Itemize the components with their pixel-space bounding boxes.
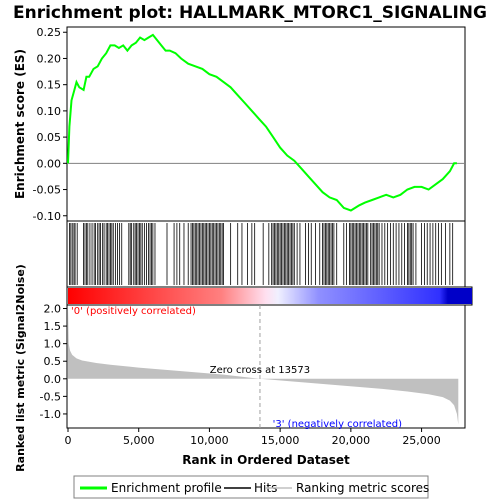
metric-y-tick-label: -0.5 xyxy=(40,390,61,403)
x-axis: 0 5,000 10,000 15,000 20,000 25,000 xyxy=(65,428,441,447)
x-tick-label: 15,000 xyxy=(261,434,300,447)
metric-y-tick-label: 1.0 xyxy=(44,338,62,351)
es-y-tick-label: 0.10 xyxy=(37,105,62,118)
positive-label: '0' (positively correlated) xyxy=(71,306,196,317)
zero-cross-label: Zero cross at 13573 xyxy=(210,365,310,376)
es-y-axis: -0.10 -0.05 0.00 0.05 0.10 0.15 0.20 0.25 xyxy=(33,26,67,223)
metric-y-tick-label: 0.5 xyxy=(44,355,62,368)
legend-box xyxy=(73,475,429,499)
metric-y-axis: -1.0 -0.5 0.0 0.5 1.0 1.5 2.0 xyxy=(40,303,67,421)
metric-y-tick-label: 2.0 xyxy=(44,303,62,316)
metric-y-tick-label: -1.0 xyxy=(40,408,61,421)
es-y-tick-label: 0.25 xyxy=(37,26,62,39)
hits-panel xyxy=(66,220,466,288)
es-y-tick-label: 0.05 xyxy=(37,131,62,144)
metric-y-tick-label: 1.5 xyxy=(44,320,62,333)
enrichment-profile-line xyxy=(67,33,457,212)
legend-metric-label: Ranking metric scores xyxy=(296,481,429,495)
x-tick-label: 5,000 xyxy=(123,434,155,447)
x-tick-label: 0 xyxy=(65,434,72,447)
chart-title: Enrichment plot: HALLMARK_MTORC1_SIGNALI… xyxy=(13,3,487,23)
metric-plot-frame xyxy=(66,304,466,429)
es-y-tick-label: -0.10 xyxy=(33,210,61,223)
x-tick-label: 10,000 xyxy=(190,434,229,447)
es-y-tick-label: -0.05 xyxy=(33,184,61,197)
x-axis-label: Rank in Ordered Dataset xyxy=(182,453,350,467)
hits-marks xyxy=(69,223,454,285)
x-tick-label: 20,000 xyxy=(332,434,371,447)
es-y-label: Enrichment score (ES) xyxy=(13,49,27,199)
x-tick-label: 25,000 xyxy=(402,434,441,447)
es-plot-frame xyxy=(66,26,466,222)
rank-color-bar xyxy=(68,288,472,304)
es-y-tick-label: 0.20 xyxy=(37,52,62,65)
es-y-tick-label: 0.00 xyxy=(37,157,62,170)
legend-enrichment-label: Enrichment profile xyxy=(111,481,222,495)
metric-y-tick-label: 0.0 xyxy=(44,373,62,386)
metric-y-label: Ranked list metric (Signal2Noise) xyxy=(14,264,27,472)
es-y-tick-label: 0.15 xyxy=(37,79,62,92)
negative-label: '3' (negatively correlated) xyxy=(273,419,402,430)
